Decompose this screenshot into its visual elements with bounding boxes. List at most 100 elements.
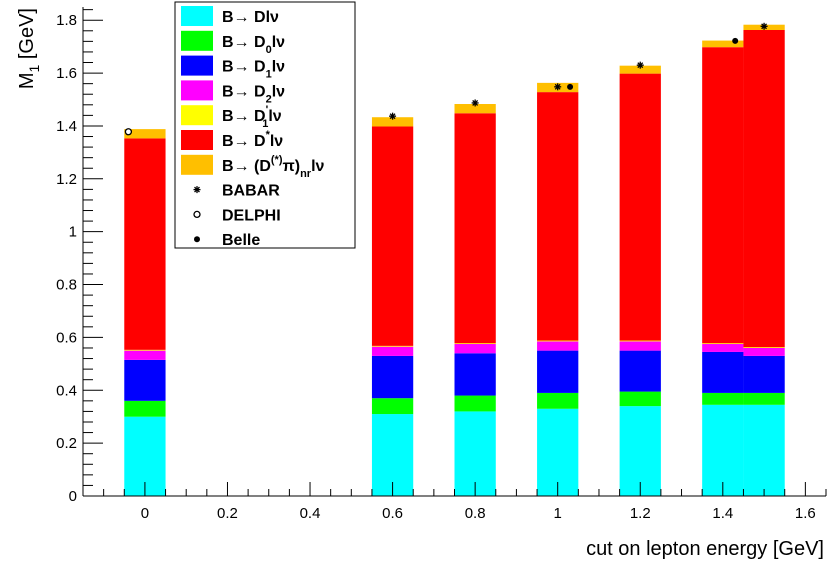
bar-segment-s5-b2 (454, 113, 496, 344)
babar-point-1-stroke (472, 100, 479, 106)
legend-label-measure-1: DELPHI (222, 207, 281, 224)
babar-point-4 (760, 22, 768, 30)
y-tick-label: 0.2 (56, 435, 77, 452)
bar-segment-s2-b1 (371, 355, 414, 399)
bar-segment-s4-b2 (454, 343, 496, 345)
bar-segment-s6-b1 (371, 117, 414, 127)
bar-segment-s3-b0 (124, 350, 166, 360)
legend-label-4: B→ D' 1lν (222, 104, 282, 130)
babar-point-0 (389, 112, 397, 120)
bar-segment-s4-b6 (743, 347, 785, 348)
bar-segment-s3-b2 (454, 344, 496, 354)
legend-marker-2 (194, 236, 200, 243)
bar-segment-s3-b5 (702, 344, 744, 352)
babar-point-2-stroke (554, 83, 561, 90)
legend-label-6: B→ (D(*)π)nrlν (222, 154, 325, 180)
legend-label-2: B→ D1lν (222, 59, 285, 81)
bar-segment-s0-b5 (702, 404, 744, 496)
babar-point-0-stroke (389, 113, 396, 120)
babar-point-4-stroke (761, 23, 768, 30)
x-tick-label: 0.2 (217, 505, 238, 522)
legend-swatch-0 (181, 6, 213, 26)
y-tick-label: 1.4 (56, 118, 77, 135)
bar-segment-s2-b6 (743, 355, 785, 393)
y-tick-label: 0 (69, 488, 77, 505)
bar-segment-s0-b6 (743, 404, 785, 496)
bar-segment-s2-b0 (124, 359, 166, 401)
legend-swatch-3 (181, 80, 213, 101)
legend-label-1: B→ D0lν (222, 34, 285, 56)
bar-segment-s5-b1 (371, 126, 414, 346)
legend-marker-0 (193, 186, 201, 194)
bar-segment-s5-b5 (702, 47, 744, 344)
bar-segment-s2-b3 (537, 350, 579, 393)
x-tick-label: 0.4 (300, 505, 321, 522)
y-tick-label: 1.6 (56, 65, 77, 82)
legend-label-5: B→ D*lν (222, 129, 283, 150)
y-tick-label: 1 (69, 224, 77, 241)
bar-segment-s5-b4 (619, 73, 661, 341)
babar-point-2 (554, 83, 562, 91)
y-tick-label: 0.6 (56, 329, 77, 346)
bar-segment-s3-b4 (619, 341, 661, 351)
bar-segment-s1-b0 (124, 400, 166, 417)
delphi-point-0 (124, 128, 133, 136)
belle-point-1 (732, 37, 739, 44)
legend-label-measure-0: BABAR (222, 183, 280, 200)
bar-segment-s3-b1 (371, 346, 414, 356)
belle-point-0 (567, 83, 574, 90)
bar-segment-s1-b5 (702, 392, 744, 405)
bar-segment-s0-b2 (454, 411, 496, 496)
bar-segment-s1-b1 (371, 398, 414, 415)
bar-segment-s2-b2 (454, 353, 496, 396)
y-tick-label: 0.8 (56, 277, 77, 294)
bar-segment-s2-b4 (619, 350, 661, 392)
legend-marker-0-stroke (194, 186, 200, 193)
babar-point-3 (636, 61, 644, 69)
x-tick-label: 0.6 (382, 505, 403, 522)
x-tick-label: 0.8 (465, 505, 486, 522)
bar-segment-s6-b4 (619, 65, 661, 74)
legend-swatch-6 (181, 154, 213, 175)
legend-label-0: B→ Dlν (222, 9, 279, 26)
markers-layer (124, 22, 768, 136)
y-tick-label: 1.8 (56, 12, 77, 29)
bar-segment-s5-b6 (743, 29, 785, 348)
legend-label-3: B→ D2lν (222, 83, 285, 105)
bar-segment-s3-b6 (743, 347, 785, 356)
babar-point-3-stroke (637, 62, 644, 69)
legend-swatch-4 (181, 105, 213, 126)
legend-swatch-2 (181, 55, 213, 76)
bar-segment-s4-b3 (537, 340, 579, 342)
bar-segment-s6-b5 (702, 40, 744, 48)
bar-segment-s1-b4 (619, 391, 661, 407)
bars-layer (124, 24, 785, 496)
bar-segment-s3-b3 (537, 341, 579, 351)
x-tick-label: 1.2 (630, 505, 651, 522)
y-axis-title: M1 [GeV] (16, 8, 42, 89)
bar-segment-s4-b1 (371, 345, 414, 347)
bar-segment-s0-b4 (619, 406, 661, 496)
legend-swatch-1 (181, 30, 213, 51)
x-tick-label: 1 (554, 505, 562, 522)
axes-layer: 0 0.2 0.4 0.6 0.8 1 1.2 1.4 1.6 1.8 0 0.2 0.4 0.6 0.8 1… (56, 7, 827, 522)
x-tick-label: 1.6 (795, 505, 816, 522)
x-axis-title: cut on lepton energy [GeV] (586, 538, 824, 560)
bar-segment-s6-b2 (454, 104, 496, 114)
legend-label-measure-2: Belle (222, 232, 260, 249)
legend-swatch-5 (181, 130, 213, 150)
bar-segment-s5-b0 (124, 138, 166, 350)
legend-marker-1 (193, 210, 201, 219)
x-tick-label: 0 (141, 505, 149, 522)
bar-segment-s4-b4 (619, 340, 661, 342)
bar-segment-s6-b0 (124, 129, 166, 139)
bar-segment-s0-b3 (537, 408, 579, 496)
y-tick-label: 1.2 (56, 171, 77, 188)
y-tick-label: 0.4 (56, 382, 77, 399)
x-tick-label: 1.4 (712, 505, 733, 522)
bar-segment-s4-b5 (702, 343, 744, 345)
bar-segment-s1-b3 (537, 392, 579, 409)
